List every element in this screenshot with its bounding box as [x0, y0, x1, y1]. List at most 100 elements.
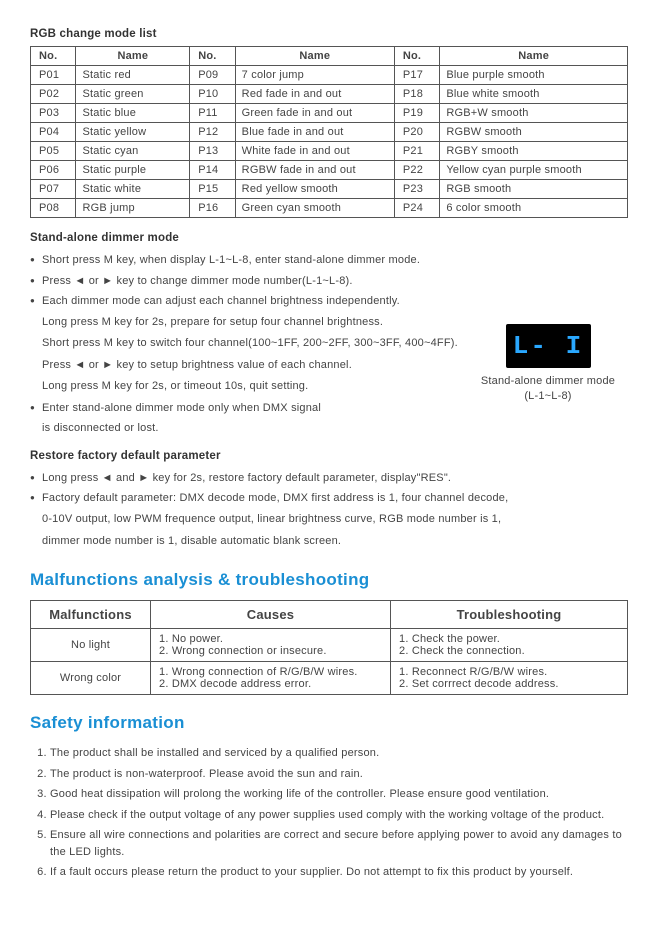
mode-cell: P15 — [190, 180, 235, 199]
mode-cell: P18 — [394, 85, 439, 104]
list-item: 0-10V output, low PWM frequence output, … — [30, 509, 628, 531]
safety-item: The product is non-waterproof. Please av… — [50, 764, 628, 785]
table-row: P01Static redP097 color jumpP17Blue purp… — [31, 66, 628, 85]
mode-cell: P10 — [190, 85, 235, 104]
mode-cell: Static green — [76, 85, 190, 104]
mode-cell: RGBY smooth — [440, 142, 628, 161]
mode-cell: P12 — [190, 123, 235, 142]
safety-item: Good heat dissipation will prolong the w… — [50, 784, 628, 805]
list-item: Each dimmer mode can adjust each channel… — [30, 291, 628, 312]
rgb-mode-title: RGB change mode list — [30, 28, 628, 40]
table-row: P05Static cyanP13White fade in and outP2… — [31, 142, 628, 161]
trouble-cause: 1. Wrong connection of R/G/B/W wires. 2.… — [151, 662, 391, 695]
mode-cell: P11 — [190, 104, 235, 123]
mode-cell: RGBW smooth — [440, 123, 628, 142]
mode-cell: Red fade in and out — [235, 85, 394, 104]
mode-cell: P09 — [190, 66, 235, 85]
trouble-table: Malfunctions Causes Troubleshooting No l… — [30, 600, 628, 695]
mode-cell: 6 color smooth — [440, 199, 628, 218]
table-row: P06Static purpleP14RGBW fade in and outP… — [31, 161, 628, 180]
display-value: L- I — [513, 331, 583, 361]
mode-cell: Yellow cyan purple smooth — [440, 161, 628, 180]
mode-cell: RGB smooth — [440, 180, 628, 199]
table-row: P08RGB jumpP16Green cyan smoothP246 colo… — [31, 199, 628, 218]
safety-heading: Safety information — [30, 713, 628, 733]
trouble-solution: 1. Reconnect R/G/B/W wires. 2. Set corrr… — [391, 662, 628, 695]
mode-cell: RGBW fade in and out — [235, 161, 394, 180]
list-item: dimmer mode number is 1, disable automat… — [30, 531, 628, 553]
mode-cell: P19 — [394, 104, 439, 123]
mode-cell: Static cyan — [76, 142, 190, 161]
display-caption-1: Stand-alone dimmer mode — [478, 374, 618, 389]
troubleshooting-heading: Malfunctions analysis & troubleshooting — [30, 570, 628, 590]
stand-alone-heading: Stand-alone dimmer mode — [30, 232, 628, 244]
list-item: Factory default parameter: DMX decode mo… — [30, 488, 628, 509]
list-item: Short press M key, when display L-1~L-8,… — [30, 250, 628, 271]
trouble-malfunction: No light — [31, 629, 151, 662]
mode-cell: Blue fade in and out — [235, 123, 394, 142]
dimmer-display-box: L- I Stand-alone dimmer mode (L-1~L-8) — [478, 324, 618, 405]
mode-cell: P05 — [31, 142, 76, 161]
rgb-mode-table: No.NameNo.NameNo.NameP01Static redP097 c… — [30, 46, 628, 218]
mode-cell: P08 — [31, 199, 76, 218]
mode-cell: Green cyan smooth — [235, 199, 394, 218]
safety-item: Please check if the output voltage of an… — [50, 805, 628, 826]
mode-cell: Static red — [76, 66, 190, 85]
mode-cell: P04 — [31, 123, 76, 142]
mode-header-cell: No. — [31, 47, 76, 66]
safety-item: If a fault occurs please return the prod… — [50, 862, 628, 883]
mode-cell: P03 — [31, 104, 76, 123]
trouble-header-mal: Malfunctions — [31, 601, 151, 629]
mode-cell: Blue purple smooth — [440, 66, 628, 85]
mode-cell: P23 — [394, 180, 439, 199]
table-row: No light1. No power. 2. Wrong connection… — [31, 629, 628, 662]
mode-cell: 7 color jump — [235, 66, 394, 85]
table-row: P03Static blueP11Green fade in and outP1… — [31, 104, 628, 123]
mode-cell: P16 — [190, 199, 235, 218]
table-row: P02Static greenP10Red fade in and outP18… — [31, 85, 628, 104]
mode-cell: P20 — [394, 123, 439, 142]
list-item: Long press ◄ and ► key for 2s, restore f… — [30, 468, 628, 489]
mode-cell: P06 — [31, 161, 76, 180]
mode-cell: P01 — [31, 66, 76, 85]
mode-cell: P21 — [394, 142, 439, 161]
mode-cell: P13 — [190, 142, 235, 161]
mode-cell: Static yellow — [76, 123, 190, 142]
mode-cell: Static white — [76, 180, 190, 199]
mode-header-cell: No. — [394, 47, 439, 66]
mode-cell: White fade in and out — [235, 142, 394, 161]
mode-cell: RGB jump — [76, 199, 190, 218]
mode-cell: Red yellow smooth — [235, 180, 394, 199]
mode-header-cell: Name — [235, 47, 394, 66]
safety-item: Ensure all wire connections and polariti… — [50, 825, 628, 862]
stand-alone-section: Stand-alone dimmer mode Short press M ke… — [30, 232, 628, 440]
mode-cell: RGB+W smooth — [440, 104, 628, 123]
list-item: Press ◄ or ► key to change dimmer mode n… — [30, 271, 628, 292]
trouble-solution: 1. Check the power. 2. Check the connect… — [391, 629, 628, 662]
list-item: is disconnected or lost. — [30, 418, 628, 440]
seven-seg-display: L- I — [506, 324, 591, 368]
mode-cell: P02 — [31, 85, 76, 104]
mode-cell: Blue white smooth — [440, 85, 628, 104]
mode-header-cell: No. — [190, 47, 235, 66]
mode-cell: P24 — [394, 199, 439, 218]
mode-cell: Static purple — [76, 161, 190, 180]
table-row: P04Static yellowP12Blue fade in and outP… — [31, 123, 628, 142]
mode-cell: P07 — [31, 180, 76, 199]
mode-cell: P22 — [394, 161, 439, 180]
trouble-malfunction: Wrong color — [31, 662, 151, 695]
mode-cell: Static blue — [76, 104, 190, 123]
mode-header-cell: Name — [76, 47, 190, 66]
trouble-header-ts: Troubleshooting — [391, 601, 628, 629]
safety-list: The product shall be installed and servi… — [30, 743, 628, 883]
display-caption-2: (L-1~L-8) — [478, 389, 618, 404]
trouble-header-cause: Causes — [151, 601, 391, 629]
mode-cell: P14 — [190, 161, 235, 180]
table-row: Wrong color1. Wrong connection of R/G/B/… — [31, 662, 628, 695]
table-row: P07Static whiteP15Red yellow smoothP23RG… — [31, 180, 628, 199]
safety-item: The product shall be installed and servi… — [50, 743, 628, 764]
mode-cell: Green fade in and out — [235, 104, 394, 123]
mode-header-cell: Name — [440, 47, 628, 66]
trouble-cause: 1. No power. 2. Wrong connection or inse… — [151, 629, 391, 662]
restore-heading: Restore factory default parameter — [30, 450, 628, 462]
